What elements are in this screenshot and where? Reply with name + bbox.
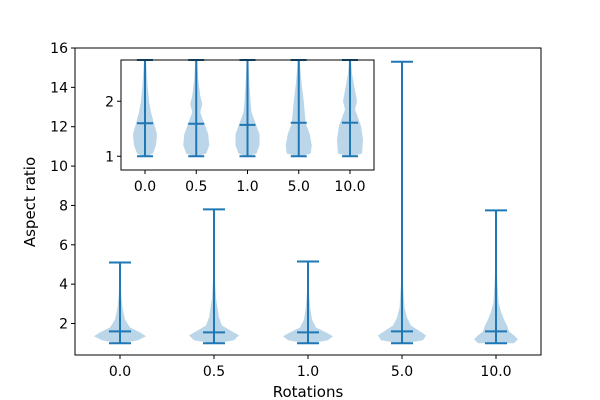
- main-plot-frame: [74, 47, 542, 356]
- inset-axis-ticks: 0.0 0.5 1.0 5.0 10.0 1 2: [105, 94, 366, 195]
- main-y-tick-label-16: 16: [50, 41, 68, 57]
- inset-plot: 0.0 0.5 1.0 5.0 10.0 1 2: [105, 59, 375, 195]
- main-x-tick-label-0.0: 0.0: [109, 364, 131, 380]
- inset-violins: [133, 59, 363, 158]
- inset-plot-frame: [120, 59, 375, 171]
- main-y-tick-label-12: 12: [50, 120, 68, 136]
- main-y-tick-label-14: 14: [50, 80, 68, 96]
- inset-x-tick-label-1.0: 1.0: [236, 179, 258, 195]
- inset-y-tick-label-1: 1: [105, 149, 114, 165]
- y-axis-label: Aspect ratio: [21, 157, 39, 247]
- main-y-tick-label-2: 2: [59, 317, 68, 333]
- main-y-tick-label-8: 8: [59, 198, 68, 214]
- inset-x-tick-label-0.0: 0.0: [134, 179, 156, 195]
- main-x-tick-label-10.0: 10.0: [480, 364, 511, 380]
- main-violins: [94, 60, 518, 345]
- inset-y-tick-label-2: 2: [105, 94, 114, 110]
- main-x-tick-label-5.0: 5.0: [391, 364, 413, 380]
- inset-x-tick-label-0.5: 0.5: [185, 179, 207, 195]
- main-y-tick-label-10: 10: [50, 159, 68, 175]
- main-x-tick-label-1.0: 1.0: [297, 364, 319, 380]
- main-y-tick-label-6: 6: [59, 238, 68, 254]
- main-x-tick-label-0.5: 0.5: [203, 364, 225, 380]
- main-y-tick-label-4: 4: [59, 277, 68, 293]
- inset-x-tick-label-5.0: 5.0: [288, 179, 310, 195]
- inset-x-tick-label-10.0: 10.0: [334, 179, 365, 195]
- x-axis-label: Rotations: [273, 383, 344, 400]
